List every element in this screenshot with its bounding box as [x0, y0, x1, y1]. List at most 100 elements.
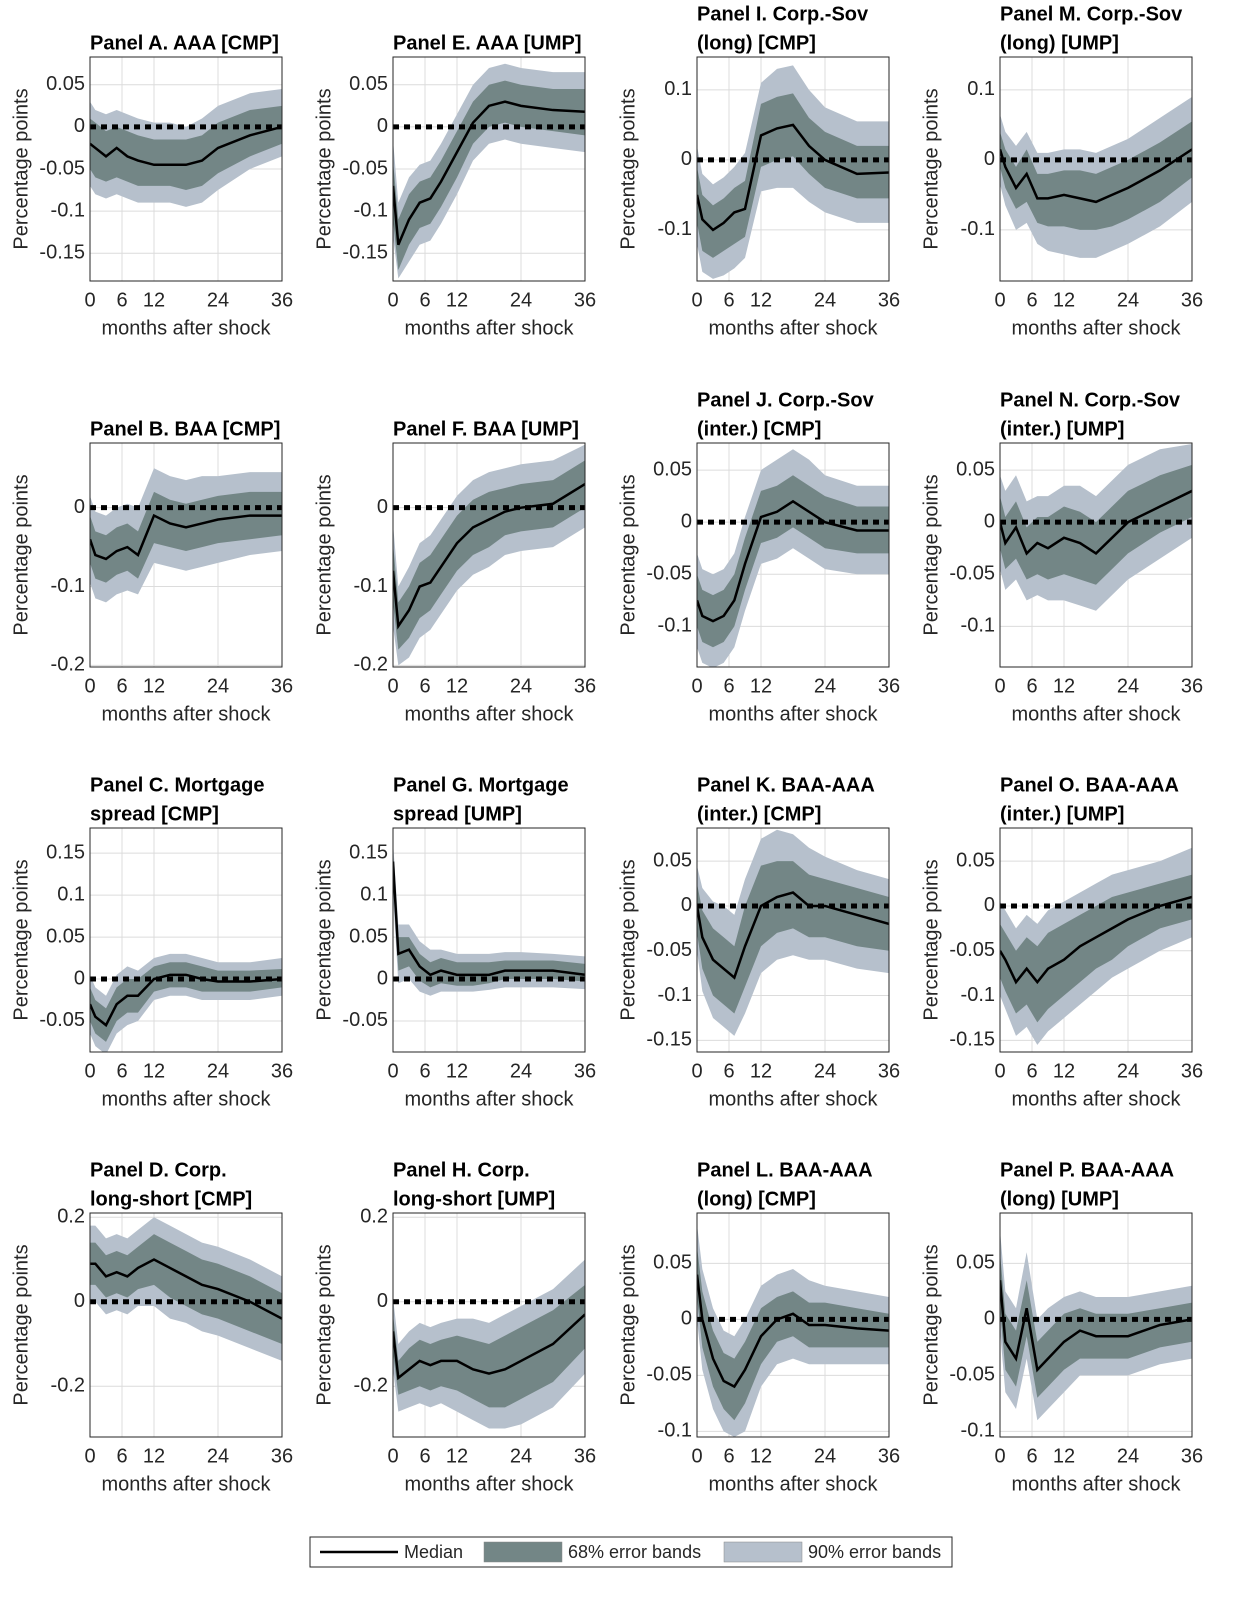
panel-title: (inter.) [UMP]: [1000, 803, 1124, 825]
y-axis-label: Percentage points: [10, 859, 32, 1020]
panel-title: Panel P. BAA-AAA: [1000, 1159, 1174, 1181]
plot-frame: [999, 56, 1193, 282]
x-tick-label: 36: [574, 1445, 596, 1467]
median-line: [90, 973, 282, 1028]
x-axis-label: months after shock: [709, 703, 879, 725]
legend-label: 90% error bands: [808, 1542, 941, 1562]
legend: Median 68% error bands 90% error bands: [309, 1536, 953, 1568]
y-tick-label: -0.1: [658, 1420, 692, 1442]
plot-content: [1000, 96, 1192, 258]
y-tick-label: -0.15: [39, 241, 85, 263]
x-tick-label: 6: [116, 1060, 127, 1082]
error-band: [697, 93, 889, 258]
plot-frame: [392, 827, 586, 1053]
x-tick-label: 24: [510, 1445, 532, 1467]
error-band: [1000, 464, 1192, 585]
y-tick-label: -0.2: [51, 654, 85, 676]
y-tick-label: 0.05: [653, 1252, 692, 1274]
x-tick-label: 12: [446, 289, 468, 311]
x-tick-label: 24: [1117, 289, 1139, 311]
plot-content: [1000, 444, 1192, 611]
panel-title: Panel M. Corp.-Sov: [1000, 3, 1183, 25]
y-tick-label: -0.05: [646, 939, 692, 961]
x-axis-label: months after shock: [102, 317, 272, 339]
plot-frame: [392, 56, 586, 282]
median-line: [697, 891, 889, 980]
x-tick-label: 12: [143, 675, 165, 697]
x-tick-label: 0: [691, 675, 702, 697]
y-tick-label: 0: [681, 510, 692, 532]
y-axis-label: Percentage points: [920, 859, 942, 1020]
y-tick-label: 0: [377, 496, 388, 518]
x-tick-label: 36: [1181, 675, 1203, 697]
plot-content: [697, 1224, 889, 1437]
y-tick-label: 0.2: [57, 1206, 85, 1228]
x-tick-label: 0: [691, 1445, 702, 1467]
panel-title: spread [UMP]: [393, 803, 522, 825]
plot-frame: [392, 442, 586, 668]
x-axis-label: months after shock: [102, 1473, 272, 1495]
panel-title: Panel J. Corp.-Sov: [697, 389, 875, 411]
median-line: [1000, 1280, 1192, 1373]
x-tick-label: 24: [1117, 675, 1139, 697]
plot-content: [90, 953, 282, 1052]
y-tick-label: -0.1: [658, 984, 692, 1006]
x-axis-label: months after shock: [102, 1088, 272, 1110]
y-tick-label: -0.1: [961, 218, 995, 240]
x-tick-label: 0: [994, 675, 1005, 697]
x-tick-label: 12: [143, 289, 165, 311]
y-axis-label: Percentage points: [10, 474, 32, 635]
panel-title: Panel B. BAA [CMP]: [90, 418, 280, 440]
median-line: [393, 482, 585, 630]
x-axis-label: months after shock: [1012, 317, 1182, 339]
median-line: [697, 499, 889, 623]
y-tick-label: 0.05: [653, 849, 692, 871]
error-band: [697, 475, 889, 648]
plot-content: [697, 829, 889, 1036]
y-tick-label: -0.1: [658, 218, 692, 240]
y-tick-label: -0.05: [949, 563, 995, 585]
x-axis-label: months after shock: [405, 1473, 575, 1495]
plot-frame: [999, 827, 1193, 1053]
x-axis-label: months after shock: [709, 1088, 879, 1110]
plot-area: [393, 828, 585, 1052]
x-tick-label: 6: [723, 675, 734, 697]
x-tick-label: 36: [574, 675, 596, 697]
y-axis-label: Percentage points: [920, 474, 942, 635]
panel-title: long-short [UMP]: [393, 1188, 555, 1210]
x-tick-label: 24: [814, 1445, 836, 1467]
y-tick-label: -0.1: [354, 575, 388, 597]
x-tick-label: 6: [419, 289, 430, 311]
y-tick-label: 0: [74, 967, 85, 989]
x-tick-label: 24: [814, 1060, 836, 1082]
y-tick-label: 0: [984, 510, 995, 532]
x-axis-label: months after shock: [1012, 1088, 1182, 1110]
y-tick-label: -0.05: [342, 1009, 388, 1031]
panel-title: spread [CMP]: [90, 803, 219, 825]
panel-title: (inter.) [CMP]: [697, 803, 821, 825]
x-tick-label: 0: [994, 1445, 1005, 1467]
y-axis-label: Percentage points: [617, 859, 639, 1020]
y-axis-label: Percentage points: [10, 88, 32, 249]
y-tick-label: 0: [681, 894, 692, 916]
x-tick-label: 6: [1026, 1445, 1037, 1467]
median-line: [1000, 489, 1192, 556]
panel-title: Panel F. BAA [UMP]: [393, 418, 579, 440]
x-tick-label: 6: [1026, 289, 1037, 311]
panel-title: Panel N. Corp.-Sov: [1000, 389, 1181, 411]
x-tick-label: 36: [271, 1060, 293, 1082]
plot-frame: [696, 56, 890, 282]
panel-title: Panel D. Corp.: [90, 1159, 227, 1181]
y-axis-label: Percentage points: [617, 474, 639, 635]
legend-label: 68% error bands: [568, 1542, 701, 1562]
x-tick-label: 6: [419, 1060, 430, 1082]
panel-title: Panel O. BAA-AAA: [1000, 774, 1179, 796]
plot-frame: [89, 56, 283, 282]
